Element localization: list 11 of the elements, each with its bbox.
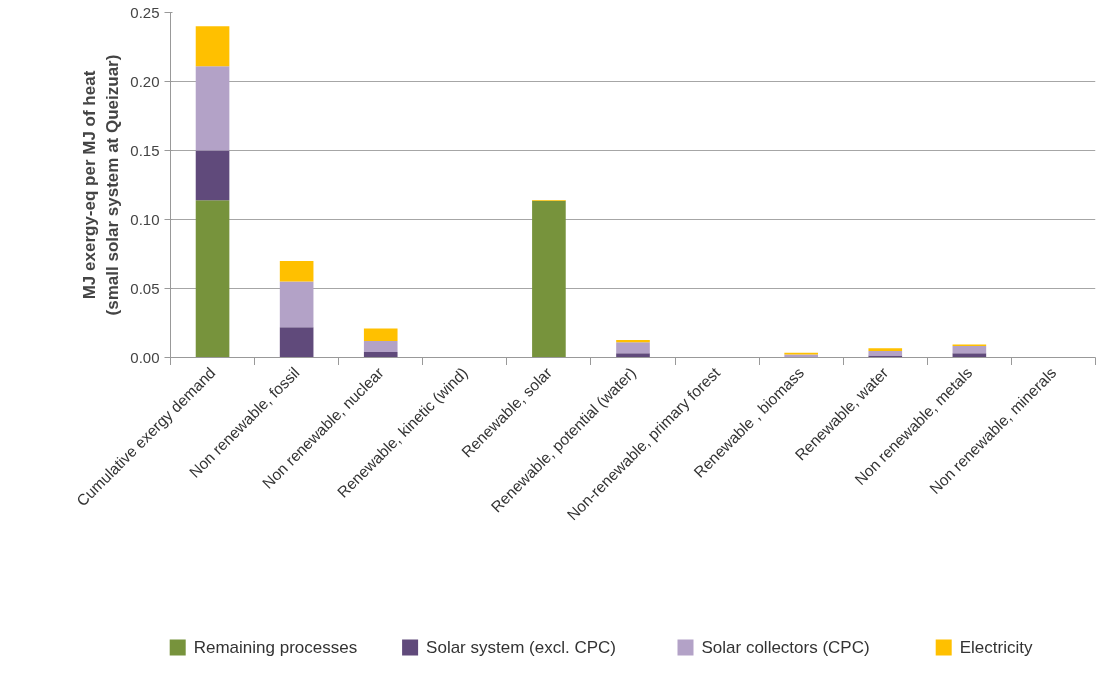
y-tick-label: 0.20 [130, 72, 160, 90]
y-axis-title: MJ exergy-eq per MJ of heat (small solar system at Queizuar) [80, 54, 123, 316]
y-tick-label: 0.10 [130, 210, 160, 228]
legend-label: Electricity [959, 638, 1033, 657]
y-tick-label: 0.00 [130, 348, 160, 366]
legend-label: Remaining processes [193, 638, 358, 657]
y-tick-label: 0.05 [130, 279, 160, 297]
y-tick-label: 0.15 [130, 141, 160, 159]
legend-label: Solar system (excl. CPC) [426, 638, 616, 657]
legend-label: Solar collectors (CPC) [701, 638, 870, 657]
y-tick-label: 0.25 [130, 3, 160, 21]
